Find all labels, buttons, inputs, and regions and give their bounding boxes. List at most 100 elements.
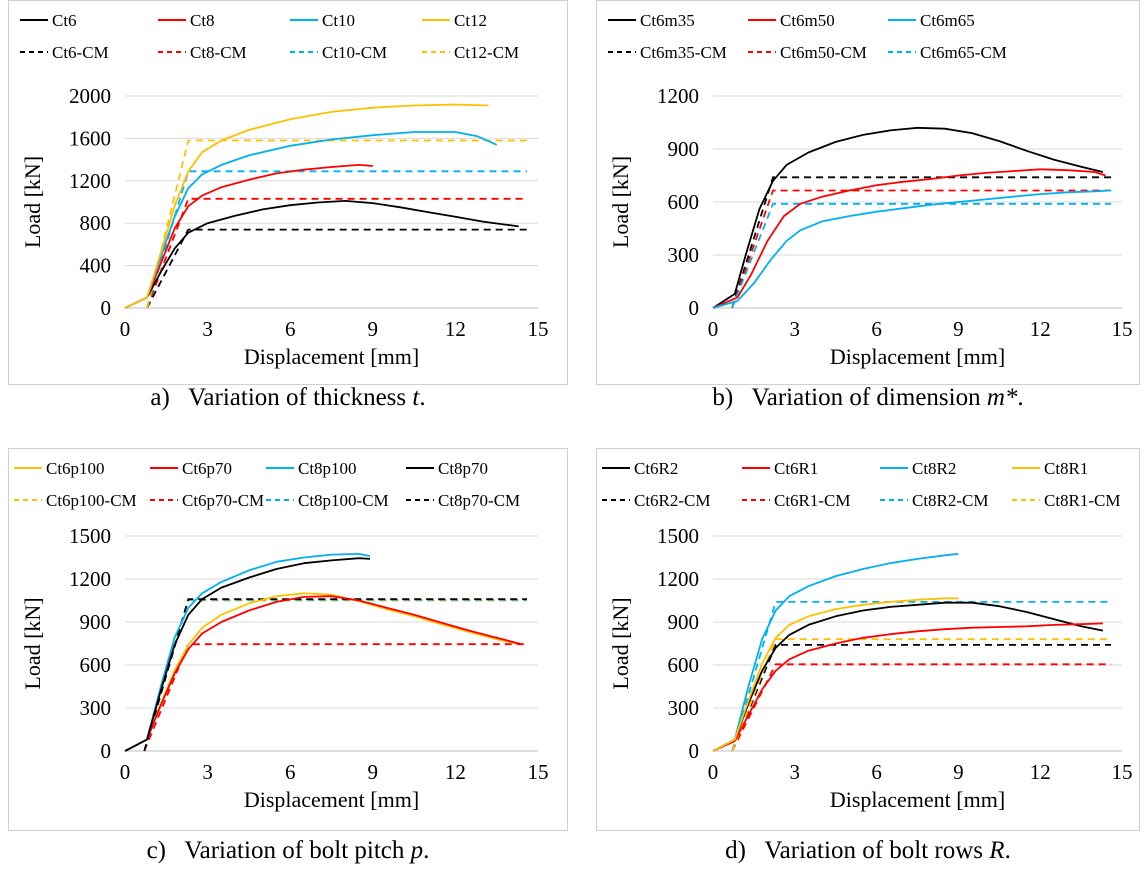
- legend-label-ct6m50: Ct6m50: [780, 11, 835, 30]
- x-tick-label-b: 9: [953, 317, 964, 341]
- legend-label-ct6m35-cm: Ct6m35-CM: [640, 43, 727, 62]
- x-tick-label-c: 0: [120, 760, 131, 784]
- caption-b-text: Variation of dimension: [751, 384, 987, 411]
- caption-c-variable: p: [410, 837, 424, 864]
- legend-label-ct6r1-cm: Ct6R1-CM: [774, 491, 851, 510]
- legend-label-ct8p70-cm: Ct8p70-CM: [438, 491, 520, 510]
- y-tick-label-c: 0: [101, 739, 112, 763]
- y-tick-label-b: 0: [689, 296, 700, 320]
- y-tick-label-d: 600: [668, 653, 700, 677]
- caption-c: c) Variation of bolt pitch p.: [8, 837, 568, 865]
- series-line-ct8p100: [124, 553, 371, 752]
- y-tick-label-b: 1200: [657, 84, 699, 108]
- chart-panel-a: 0 400 800 1200 1600 2000 0 3 6 9 12 15 Displacement …: [8, 0, 568, 430]
- caption-d-suffix: .: [1004, 837, 1011, 864]
- series-line-ct6p70: [124, 595, 522, 752]
- legend-label-ct12: Ct12: [454, 11, 487, 30]
- caption-c-text: Variation of bolt pitch: [184, 837, 411, 864]
- legend-label-ct8p100: Ct8p100: [298, 459, 357, 478]
- x-tick-label-a: 9: [368, 317, 379, 341]
- y-tick-label-a: 400: [80, 254, 112, 278]
- series-line-ct6m50-cm: [731, 189, 1112, 309]
- caption-b: b) Variation of dimension m*.: [596, 384, 1140, 412]
- x-tick-label-d: 0: [708, 760, 719, 784]
- chart-d-frame: [596, 448, 1140, 831]
- series-line-ct8: [124, 163, 373, 309]
- chart-panel-d: 0 300 600 900 1200 1500 0 3 6 9 12 15 Displacement […: [596, 448, 1140, 878]
- x-tick-label-a: 12: [445, 317, 466, 341]
- series-line-ct12-cm: [146, 139, 527, 309]
- y-tick-label-b: 900: [668, 137, 700, 161]
- legend-label-ct8r1: Ct8R1: [1044, 459, 1088, 478]
- series-line-ct6: [124, 199, 519, 309]
- y-tick-label-c: 900: [80, 610, 112, 634]
- x-axis-title-a: Displacement [mm]: [244, 344, 419, 369]
- x-tick-label-b: 12: [1030, 317, 1051, 341]
- x-tick-label-b: 6: [871, 317, 882, 341]
- series-line-ct6p70-cm: [143, 643, 527, 752]
- legend-label-ct12-cm: Ct12-CM: [454, 43, 519, 62]
- x-tick-label-d: 12: [1030, 760, 1051, 784]
- chart-d-svg: 0 300 600 900 1200 1500 0 3 6 9 12 15 Displacement […: [596, 448, 1140, 831]
- x-axis-title-b: Displacement [mm]: [830, 344, 1005, 369]
- legend-label-ct6-cm: Ct6-CM: [52, 43, 109, 62]
- series-line-ct8r2-cm: [731, 600, 1112, 752]
- series-line-ct6r2: [712, 601, 1104, 752]
- chart-a-svg: 0 400 800 1200 1600 2000 0 3 6 9 12 15 Displacement …: [8, 0, 568, 385]
- legend-label-ct6m65: Ct6m65: [920, 11, 975, 30]
- legend-label-ct8p100-cm: Ct8p100-CM: [298, 491, 389, 510]
- series-line-ct6m50: [712, 168, 1106, 309]
- y-tick-label-b: 600: [668, 190, 700, 214]
- x-tick-label-c: 15: [528, 760, 549, 784]
- caption-c-prefix: c): [146, 837, 166, 864]
- caption-b-variable: m*: [986, 384, 1018, 411]
- y-tick-label-a: 800: [80, 211, 112, 235]
- x-tick-label-b: 15: [1112, 317, 1133, 341]
- chart-panel-b: 0 300 600 900 1200 0 3 6 9 12 15 Displacement [mm] L…: [596, 0, 1140, 430]
- series-line-ct6p100: [124, 592, 517, 752]
- series-line-ct6m65: [712, 189, 1112, 309]
- x-tick-label-a: 0: [120, 317, 131, 341]
- series-line-ct8p70: [124, 557, 371, 752]
- caption-b-suffix: .: [1017, 384, 1024, 411]
- y-tick-label-a: 1200: [69, 169, 111, 193]
- chart-a-frame: [8, 0, 568, 385]
- x-tick-label-d: 9: [953, 760, 964, 784]
- y-tick-label-a: 0: [101, 296, 112, 320]
- y-tick-label-d: 1500: [657, 524, 699, 548]
- x-axis-title-c: Displacement [mm]: [244, 787, 419, 812]
- x-tick-label-c: 12: [445, 760, 466, 784]
- x-tick-label-a: 15: [528, 317, 549, 341]
- y-tick-label-d: 1200: [657, 567, 699, 591]
- chart-c-frame: [8, 448, 568, 831]
- x-tick-label-a: 6: [285, 317, 296, 341]
- caption-a-text: Variation of thickness: [188, 384, 413, 411]
- x-tick-label-c: 6: [285, 760, 296, 784]
- caption-d-prefix: d): [725, 837, 746, 864]
- legend-label-ct8-cm: Ct8-CM: [190, 43, 247, 62]
- legend-label-ct6: Ct6: [52, 11, 77, 30]
- caption-a-prefix: a): [150, 384, 170, 411]
- x-tick-label-d: 15: [1112, 760, 1133, 784]
- x-axis-title-d: Displacement [mm]: [830, 787, 1005, 812]
- x-tick-label-a: 3: [202, 317, 213, 341]
- x-tick-label-d: 3: [790, 760, 801, 784]
- chart-b-frame: [596, 0, 1140, 385]
- caption-d-variable: R: [989, 837, 1005, 864]
- legend-label-ct6p100: Ct6p100: [46, 459, 105, 478]
- legend-label-ct6r2-cm: Ct6R2-CM: [634, 491, 711, 510]
- series-line-ct6m35-cm: [731, 176, 1112, 309]
- y-axis-title-c: Load [kN]: [20, 597, 45, 689]
- caption-b-prefix: b): [712, 384, 734, 411]
- legend-label-ct10: Ct10: [322, 11, 355, 30]
- legend-label-ct10-cm: Ct10-CM: [322, 43, 387, 62]
- x-tick-label-c: 3: [202, 760, 213, 784]
- y-tick-label-c: 1200: [69, 567, 111, 591]
- series-line-ct6m35: [712, 126, 1104, 309]
- series-line-ct8r2: [712, 553, 959, 752]
- y-tick-label-c: 300: [80, 696, 112, 720]
- y-tick-label-a: 2000: [69, 84, 111, 108]
- legend-label-ct6m35: Ct6m35: [640, 11, 695, 30]
- caption-a-variable: t: [412, 384, 420, 411]
- chart-panel-c: 0 300 600 900 1200 1500 0 3 6 9 12 15 Displacement […: [8, 448, 568, 878]
